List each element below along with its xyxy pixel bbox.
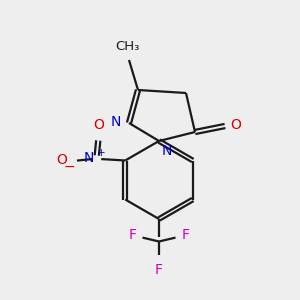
Text: CH₃: CH₃ <box>115 40 140 53</box>
Text: O: O <box>230 118 241 132</box>
Text: F: F <box>155 262 163 277</box>
Text: N: N <box>84 152 94 166</box>
Text: F: F <box>182 228 190 242</box>
Text: N: N <box>111 115 122 128</box>
Text: O: O <box>56 153 67 167</box>
Text: O: O <box>93 118 104 132</box>
Text: N: N <box>162 144 172 158</box>
Text: +: + <box>97 148 106 158</box>
Text: F: F <box>128 228 136 242</box>
Text: −: − <box>64 160 76 174</box>
